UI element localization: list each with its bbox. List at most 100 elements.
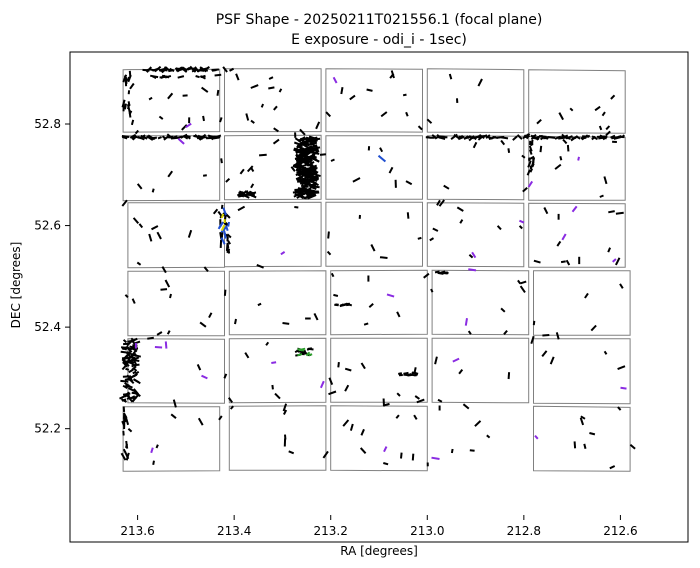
psf-whisker [201,374,208,380]
psf-whisker [288,450,295,455]
psf-whisker [528,149,533,155]
psf-whisker [522,187,528,193]
psf-whisker [416,398,425,404]
psf-whisker [245,193,252,196]
psf-whisker [467,330,472,335]
psf-whisker [434,270,440,274]
psf-whisker [125,384,131,389]
psf-whisker [308,353,313,357]
psf-whisker [469,449,475,452]
psf-whisker [386,293,395,298]
psf-whisker [431,134,437,139]
psf-whisker [407,373,414,377]
psf-whisker [459,219,464,224]
psf-whisker [472,141,478,149]
psf-whisker [423,272,430,279]
psf-whisker [131,357,137,365]
psf-whisker [396,311,401,318]
psf-whisker [225,177,231,183]
psf-whisker [197,417,204,426]
psf-whisker [126,76,130,82]
y-axis: 52.2 52.4 52.6 52.8 [34,117,70,436]
psf-whisker [299,187,306,193]
psf-whisker [121,135,128,140]
psf-whisker [333,293,339,297]
psf-whisker [168,69,174,73]
psf-whisker [121,346,128,351]
psf-whisker [518,225,523,230]
psf-whisker [177,75,185,79]
psf-whisker [527,180,534,188]
psf-whisker [220,224,226,232]
psf-whisker [565,259,571,266]
ccd-outline [426,135,525,201]
psf-whisker [167,170,174,178]
psf-whisker [390,70,395,79]
ccd-outline [528,69,626,134]
psf-whisker [327,231,330,239]
psf-whisker [294,148,303,152]
psf-whisker [437,271,444,275]
psf-whisker [299,128,306,136]
psf-whisker [516,134,523,140]
psf-whisker [138,223,144,229]
psf-whisker [140,134,148,140]
psf-whisker [212,136,220,140]
y-tick-label: 52.2 [34,422,61,436]
ccd-outline [431,337,530,404]
psf-whisker [123,103,127,110]
psf-whisker [131,365,137,371]
ccd-outline [325,68,423,133]
ccd-outline [325,201,423,267]
psf-whisker [238,193,244,196]
psf-whisker [601,111,606,117]
psf-whisker [569,107,574,112]
psf-whisker [414,395,420,400]
psf-whisker [589,432,596,436]
psf-whisker [603,176,608,185]
psf-whisker [486,434,491,439]
psf-whisker [525,132,531,138]
ccd-outline [122,406,221,472]
psf-whisker [296,349,302,353]
ccd-outline [533,338,631,405]
psf-whisker [533,259,541,264]
psf-whisker [530,134,537,140]
psf-whisker [570,135,579,142]
ccd-outline [528,135,626,201]
psf-whisker [474,420,482,427]
psf-whisker [629,443,636,450]
psf-whisker [129,133,137,139]
psf-whisker [417,236,422,240]
psf-whisker [122,358,126,364]
ccd-outline [228,337,327,404]
psf-whisker [295,157,305,165]
psf-whisker [468,268,477,272]
psf-whisker [298,347,306,352]
psf-whisker [400,452,403,459]
psf-whisker [124,451,130,460]
psf-whisker [437,398,443,403]
psf-whisker [383,402,390,407]
psf-whisker [617,365,626,371]
psf-whisker [328,390,337,396]
psf-whisker [199,75,206,80]
x-tick-label: 213.0 [410,524,444,538]
psf-whisker [594,105,601,112]
psf-whisker [558,136,566,140]
psf-whisker [121,398,127,402]
psf-whisker [306,183,316,187]
psf-whisker [413,367,417,375]
psf-whisker [560,260,566,264]
psf-whisker [174,67,180,73]
psf-whisker [148,233,153,242]
psf-whisker [250,183,255,189]
psf-whisker [462,403,470,410]
psf-whisker [222,207,227,216]
psf-whisker [225,225,229,232]
psf-whisker [192,67,197,71]
psf-whisker [429,237,435,242]
psf-whisker [450,448,454,454]
psf-whisker [161,135,167,140]
psf-whisker [617,406,622,411]
